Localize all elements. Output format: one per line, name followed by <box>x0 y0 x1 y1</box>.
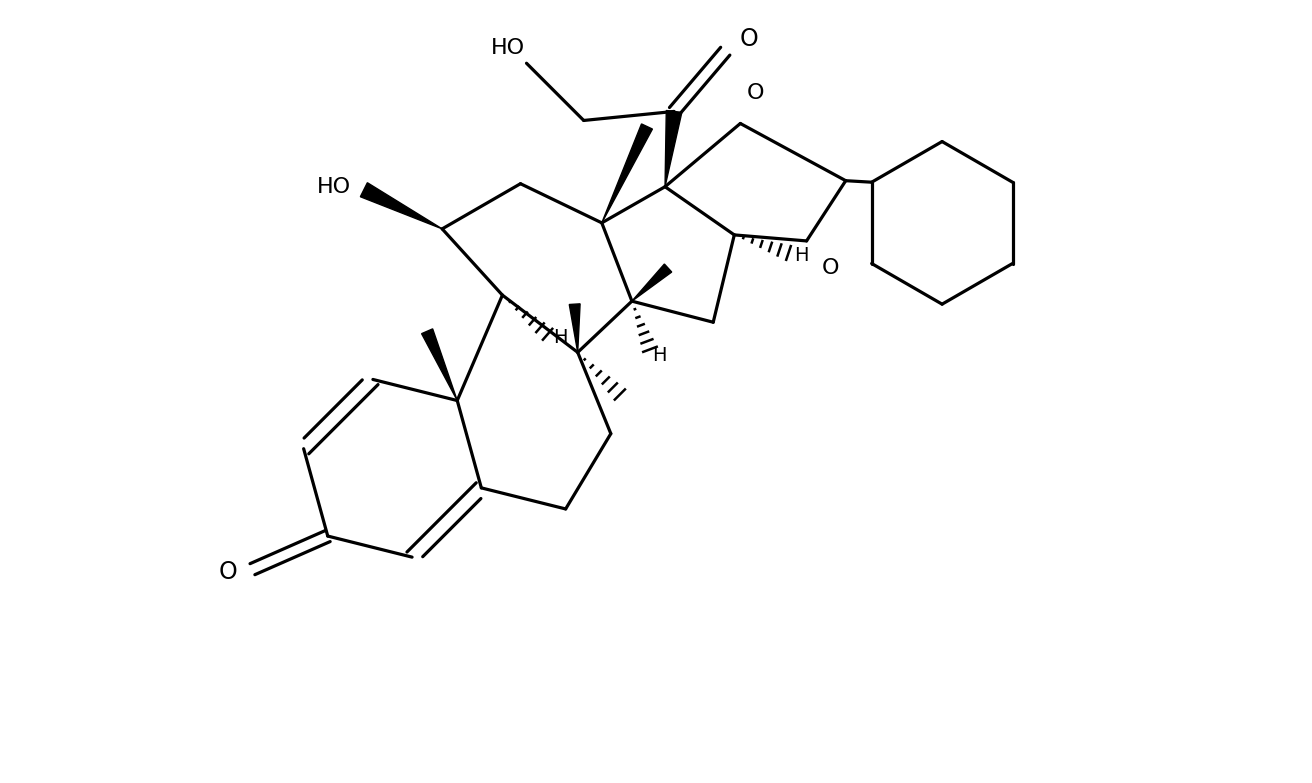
Text: O: O <box>740 27 758 51</box>
Text: H: H <box>652 346 666 365</box>
Text: HO: HO <box>492 38 526 58</box>
Text: O: O <box>747 83 764 103</box>
Polygon shape <box>665 110 682 186</box>
Text: HO: HO <box>316 177 350 197</box>
Text: H: H <box>554 328 568 347</box>
Polygon shape <box>602 124 652 223</box>
Polygon shape <box>632 264 672 301</box>
Text: O: O <box>219 560 237 584</box>
Text: H: H <box>795 247 810 265</box>
Polygon shape <box>421 329 458 401</box>
Polygon shape <box>569 304 580 352</box>
Polygon shape <box>361 182 442 229</box>
Text: O: O <box>821 258 840 278</box>
